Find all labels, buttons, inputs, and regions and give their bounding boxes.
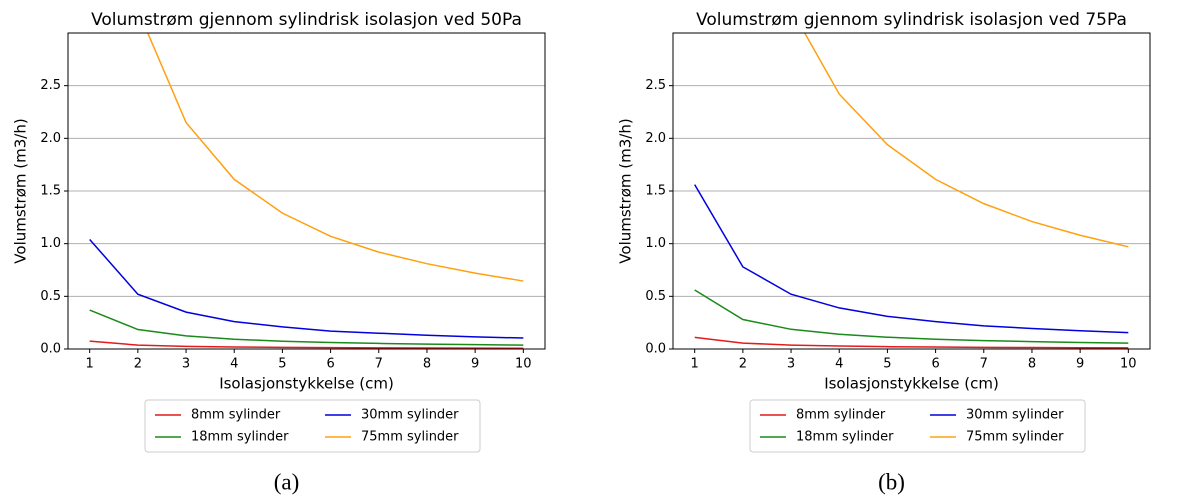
x-tick-label: 6 <box>326 357 334 372</box>
legend-box <box>144 399 481 453</box>
x-tick-label: 7 <box>980 357 988 372</box>
x-tick-label: 4 <box>230 357 238 372</box>
y-axis-label: Volumstrøm (m3/h) <box>12 118 30 263</box>
x-tick-label: 4 <box>835 357 843 372</box>
line-series <box>694 336 1129 349</box>
x-axis-label: Isolasjonstykkelse (cm) <box>219 375 394 393</box>
legend-label: 8mm sylinder <box>796 408 886 423</box>
x-tick-label: 6 <box>931 357 939 372</box>
y-tick-label: 1.0 <box>645 236 666 251</box>
x-tick-label: 5 <box>278 357 286 372</box>
caption: (a) <box>274 469 300 494</box>
legend-label: 75mm sylinder <box>361 430 459 445</box>
y-tick-label: 1.5 <box>40 184 61 199</box>
x-tick-label: 2 <box>739 357 747 372</box>
line-series <box>146 33 524 282</box>
line-series <box>89 340 524 349</box>
plot-area <box>89 33 524 349</box>
line-series <box>89 238 524 339</box>
x-tick-label: 8 <box>1028 357 1036 372</box>
y-tick-label: 1.5 <box>645 184 666 199</box>
x-tick-label: 10 <box>1120 357 1137 372</box>
x-tick-label: 7 <box>375 357 383 372</box>
legend-box <box>749 399 1086 453</box>
legend-label: 30mm sylinder <box>361 408 459 423</box>
x-tick-label: 1 <box>691 357 699 372</box>
x-tick-label: 9 <box>1076 357 1084 372</box>
y-tick-label: 2.5 <box>40 78 61 93</box>
chart-title: Volumstrøm gjennom sylindrisk isolasjon … <box>696 10 1127 30</box>
y-tick-label: 2.0 <box>40 131 61 146</box>
caption: (b) <box>878 469 905 494</box>
legend-label: 8mm sylinder <box>191 408 281 423</box>
y-tick-label: 0.5 <box>645 289 666 304</box>
legend-label: 18mm sylinder <box>796 430 894 445</box>
x-tick-label: 3 <box>182 357 190 372</box>
line-series <box>89 309 524 346</box>
x-tick-label: 10 <box>515 357 532 372</box>
x-tick-label: 3 <box>787 357 795 372</box>
x-tick-label: 5 <box>883 357 891 372</box>
y-axis-label: Volumstrøm (m3/h) <box>617 118 635 263</box>
legend-label: 18mm sylinder <box>191 430 289 445</box>
axes-frame <box>672 32 1151 350</box>
y-tick-label: 1.0 <box>40 236 61 251</box>
chart-title: Volumstrøm gjennom sylindrisk isolasjon … <box>91 10 522 30</box>
x-tick-label: 2 <box>134 357 142 372</box>
y-tick-label: 0.0 <box>645 342 666 357</box>
line-series <box>694 289 1129 344</box>
y-tick-label: 2.0 <box>645 131 666 146</box>
y-tick-label: 0.5 <box>40 289 61 304</box>
plot-area <box>694 33 1129 349</box>
y-tick-label: 0.0 <box>40 342 61 357</box>
legend-label: 30mm sylinder <box>966 408 1064 423</box>
x-tick-label: 8 <box>423 357 431 372</box>
axes-frame <box>67 32 546 350</box>
x-axis-label: Isolasjonstykkelse (cm) <box>824 375 999 393</box>
x-tick-label: 9 <box>471 357 479 372</box>
y-tick-label: 2.5 <box>645 78 666 93</box>
line-series <box>694 184 1129 334</box>
x-tick-label: 1 <box>86 357 94 372</box>
line-series <box>803 33 1129 248</box>
legend-label: 75mm sylinder <box>966 430 1064 445</box>
